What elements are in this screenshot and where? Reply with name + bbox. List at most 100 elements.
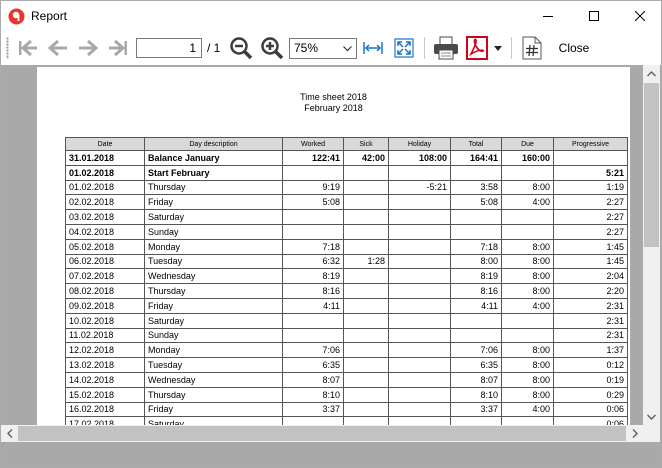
table-cell: 122:41 (282, 150, 344, 166)
table-cell: 8:10 (282, 386, 344, 403)
table-row: 01.02.2018 Start February 5:21 (65, 164, 628, 181)
table-cell: Friday (144, 297, 283, 314)
table-cell: 8:07 (450, 371, 502, 388)
report-subtitle: February 2018 (304, 103, 363, 113)
previous-page-button[interactable] (45, 35, 71, 61)
table-cell (501, 223, 554, 240)
table-cell: Friday (144, 194, 283, 211)
zoom-in-button[interactable] (259, 35, 285, 61)
minimize-icon (543, 16, 553, 17)
scroll-right-button[interactable] (626, 425, 643, 442)
report-title: Time sheet 2018 (300, 92, 367, 102)
report-viewer[interactable]: Time sheet 2018 February 2018 Date Day d… (0, 65, 662, 468)
fit-page-button[interactable] (392, 35, 416, 61)
vertical-scroll-thumb[interactable] (644, 83, 659, 247)
table-cell: 09.02.2018 (65, 297, 145, 314)
table-cell: 1:28 (343, 253, 389, 270)
next-page-icon (79, 39, 99, 57)
table-cell: Thursday (144, 386, 283, 403)
table-row: 17.02.2018 Saturday 0:06 (65, 416, 628, 426)
horizontal-scrollbar[interactable] (1, 425, 643, 442)
export-pdf-button[interactable] (464, 35, 490, 61)
table-cell: 01.02.2018 (65, 179, 145, 196)
table-cell: 7:18 (450, 238, 502, 255)
dropdown-arrow-icon (494, 45, 502, 51)
vertical-scrollbar[interactable] (643, 65, 660, 425)
table-row: 01.02.2018 Thursday 9:19 -5:21 3:58 8:00 1:19 (65, 179, 628, 196)
table-cell (388, 401, 451, 418)
table-cell (388, 268, 451, 285)
table-cell: 10.02.2018 (65, 312, 145, 329)
table-cell: 04.02.2018 (65, 223, 145, 240)
table-cell: 08.02.2018 (65, 283, 145, 299)
page-number-input[interactable]: 1 (136, 38, 202, 58)
table-row: 05.02.2018 Monday 7:18 7:18 8:00 1:45 (65, 238, 628, 255)
table-cell: 7:06 (282, 342, 344, 359)
table-cell: 4:11 (282, 297, 344, 314)
fit-page-icon (394, 38, 414, 58)
table-cell (450, 327, 502, 344)
table-cell (343, 209, 389, 225)
chevron-down-icon (343, 46, 352, 52)
table-cell: 8:16 (282, 283, 344, 299)
column-header: Sick (343, 137, 389, 151)
table-cell: 8:00 (501, 253, 554, 270)
report-page: Time sheet 2018 February 2018 Date Day d… (37, 67, 630, 426)
table-cell: 8:19 (450, 268, 502, 285)
first-page-icon (19, 39, 37, 57)
minimize-button[interactable] (525, 1, 571, 31)
next-page-button[interactable] (75, 35, 101, 61)
fit-width-icon (363, 42, 383, 54)
table-cell: 4:11 (450, 297, 502, 314)
table-cell: 3:37 (282, 401, 344, 418)
scroll-down-button[interactable] (643, 408, 660, 425)
export-dropdown-button[interactable] (491, 35, 505, 61)
table-cell (343, 386, 389, 403)
table-cell: 6:35 (450, 357, 502, 373)
scrollbar-corner (643, 425, 660, 442)
table-cell: Start February (144, 164, 283, 181)
chevron-left-icon (6, 429, 12, 438)
zoom-select[interactable]: 75% (289, 38, 357, 59)
last-page-button[interactable] (105, 35, 131, 61)
table-cell (343, 357, 389, 373)
table-cell: 6:35 (282, 357, 344, 373)
close-window-button[interactable] (617, 1, 662, 31)
table-cell (388, 253, 451, 270)
first-page-button[interactable] (15, 35, 41, 61)
report-settings-button[interactable] (519, 35, 545, 61)
close-icon (635, 11, 645, 21)
horizontal-scroll-thumb[interactable] (18, 426, 626, 441)
print-button[interactable] (431, 35, 461, 61)
maximize-button[interactable] (571, 1, 617, 31)
scroll-up-button[interactable] (643, 65, 660, 82)
table-row: 13.02.2018 Tuesday 6:35 6:35 8:00 0:12 (65, 357, 628, 373)
table-cell (343, 194, 389, 211)
table-cell: 8:19 (282, 268, 344, 285)
table-cell: 1:19 (553, 179, 628, 196)
table-cell: 0:12 (553, 357, 628, 373)
table-cell (450, 164, 502, 181)
table-cell: 164:41 (450, 150, 502, 166)
table-cell: Sunday (144, 327, 283, 344)
table-cell: 4:00 (501, 401, 554, 418)
table-cell (501, 312, 554, 329)
table-header-row: Date Day description Worked Sick Holiday… (65, 137, 628, 151)
table-cell: 8:16 (450, 283, 502, 299)
table-row: 08.02.2018 Thursday 8:16 8:16 8:00 2:20 (65, 283, 628, 299)
close-report-button[interactable]: Close (558, 41, 590, 55)
zoom-in-icon (261, 37, 284, 60)
toolbar-grip[interactable] (6, 37, 9, 59)
table-cell: 8:00 (501, 238, 554, 255)
scroll-left-button[interactable] (1, 425, 18, 442)
table-cell (343, 312, 389, 329)
fit-width-button[interactable] (361, 35, 385, 61)
zoom-out-button[interactable] (228, 35, 254, 61)
table-cell (343, 164, 389, 181)
title-bar: Report (0, 0, 662, 31)
table-cell: Wednesday (144, 371, 283, 388)
table-cell: Monday (144, 238, 283, 255)
table-row: 11.02.2018 Sunday 2:31 (65, 327, 628, 344)
chevron-up-icon (647, 70, 656, 76)
table-cell: 2:27 (553, 223, 628, 240)
